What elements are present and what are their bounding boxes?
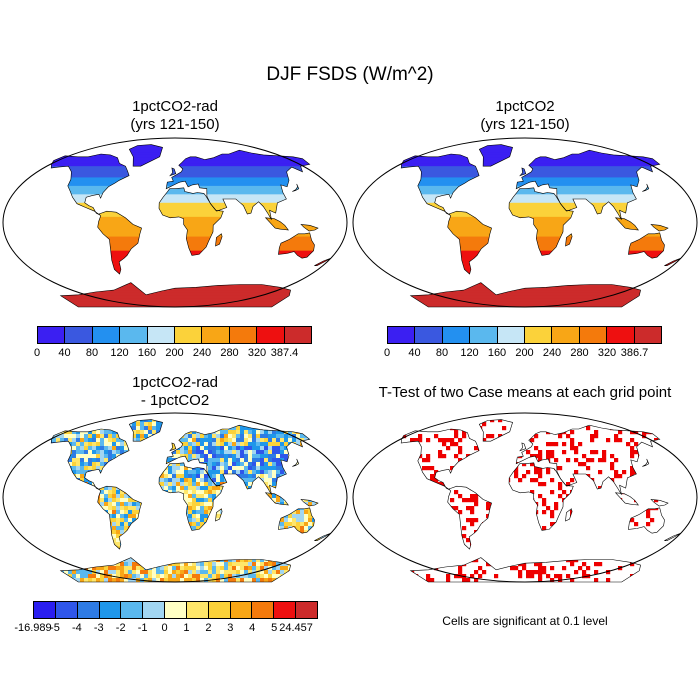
colorbar-swatch	[388, 327, 416, 343]
colorbar-swatch	[208, 602, 231, 618]
colorbar-swatch	[55, 602, 78, 618]
colorbar-tick-label: 0	[383, 347, 391, 359]
colorbar-swatch	[143, 602, 166, 618]
colorbar-tick-label: 320	[597, 347, 617, 359]
colorbar-swatch	[284, 327, 312, 343]
colorbar-tick-label: 24.457	[279, 622, 313, 634]
colorbar-tick-label: 4	[249, 622, 256, 634]
colorbar-tick-label: 386.7	[620, 347, 649, 359]
colorbar-tick-label: 240	[542, 347, 562, 359]
colorbar-swatch	[34, 602, 56, 618]
colorbar-tick-label: -16.989	[14, 622, 52, 634]
colorbar-bl	[33, 601, 318, 619]
colorbar-swatch	[552, 327, 580, 343]
colorbar-swatch	[229, 327, 258, 343]
colorbar-swatch	[121, 602, 144, 618]
colorbar-swatch	[274, 602, 297, 618]
colorbar-tick-label: 0	[161, 622, 168, 634]
colorbar-swatch	[252, 602, 275, 618]
panel-title-line1: T-Test of two Case means at each grid po…	[378, 384, 672, 401]
colorbar-tick-label: 240	[192, 347, 212, 359]
colorbar-labels-tr: 0 40 80 120 160 200 240 280 320 386.7	[383, 347, 662, 361]
colorbar-labels-bl: -16.989 -5 -4 -3 -2 -1 0 1 2 3 4 5 24.457	[14, 622, 318, 636]
colorbar-tick-label: 200	[165, 347, 184, 359]
colorbar-tick-label: 80	[85, 347, 99, 359]
colorbar-swatch	[65, 327, 93, 343]
colorbar-tick-label: 3	[227, 622, 234, 634]
colorbar-swatch	[497, 327, 526, 343]
colorbar-tick-label: -1	[137, 622, 148, 634]
colorbar-swatch	[257, 327, 285, 343]
coastlines	[400, 419, 682, 583]
map-boundary	[352, 412, 698, 583]
colorbar-tick-label: 2	[205, 622, 212, 634]
colorbar-swatch	[442, 327, 471, 343]
significance-note: Cells are significant at 0.1 level	[442, 614, 608, 628]
coastlines	[50, 144, 332, 308]
colorbar-tick-label: -3	[93, 622, 104, 634]
colorbar-swatch	[120, 327, 148, 343]
colorbar-swatch	[202, 327, 230, 343]
colorbar-swatch	[165, 602, 187, 618]
colorbar-tick-label: -2	[115, 622, 126, 634]
panel-title-line2: (yrs 121-150)	[130, 116, 220, 133]
colorbar-tick-label: 80	[435, 347, 449, 359]
colorbar-tick-label: 0	[33, 347, 41, 359]
colorbar-swatch	[470, 327, 498, 343]
colorbar-swatch	[38, 327, 66, 343]
panel-title-line1: 1pctCO2-rad	[132, 374, 218, 391]
colorbar-swatch	[296, 602, 317, 618]
map-difference	[2, 412, 348, 583]
panel-title-line1: 1pctCO2	[495, 98, 555, 115]
colorbar-swatch	[186, 602, 209, 618]
colorbar-tr	[387, 326, 662, 344]
colorbar-swatch	[92, 327, 121, 343]
colorbar-swatch	[579, 327, 608, 343]
colorbar-swatch	[415, 327, 443, 343]
colorbar-swatch	[634, 327, 662, 343]
map-1pctco2-abs	[352, 137, 698, 308]
map-boundary	[2, 137, 348, 308]
land-fill	[401, 419, 681, 582]
colorbar-swatch	[99, 602, 122, 618]
colorbar-tick-label: 160	[137, 347, 157, 359]
panel-title-bl: 1pctCO2-rad - 1pctCO2	[5, 374, 345, 410]
colorbar-tick-label: -4	[71, 622, 82, 634]
panel-title-tr: 1pctCO2 (yrs 121-150)	[355, 98, 695, 134]
colorbar-tick-label: 160	[487, 347, 507, 359]
panel-title-tl: 1pctCO2-rad (yrs 121-150)	[5, 98, 345, 134]
colorbar-tick-label: 120	[460, 347, 479, 359]
colorbar-tick-label: 1	[183, 622, 190, 634]
colorbar-swatch	[77, 602, 100, 618]
colorbar-tick-label: 387.4	[270, 347, 299, 359]
panel-title-line2: - 1pctCO2	[140, 392, 210, 409]
coastlines	[50, 419, 332, 583]
colorbar-labels-tl: 0 40 80 120 160 200 240 280 320 387.4	[33, 347, 312, 361]
colorbar-swatch	[230, 602, 253, 618]
panel-title-line1: 1pctCO2-rad	[132, 98, 218, 115]
colorbar-tick-label: 320	[247, 347, 267, 359]
figure-title: DJF FSDS (W/m^2)	[266, 64, 434, 85]
map-boundary	[2, 412, 348, 583]
map-boundary	[352, 137, 698, 308]
colorbar-swatch	[147, 327, 176, 343]
panel-title-line2: (yrs 121-150)	[480, 116, 570, 133]
colorbar-tick-label: 120	[110, 347, 129, 359]
colorbar-tick-label: 5	[271, 622, 278, 634]
map-significance	[352, 412, 698, 583]
panel-title-br: T-Test of two Case means at each grid po…	[352, 384, 698, 402]
colorbar-tick-label: 280	[570, 347, 589, 359]
colorbar-tl	[37, 326, 312, 344]
colorbar-swatch	[525, 327, 553, 343]
map-1pctco2-rad-abs	[2, 137, 348, 308]
colorbar-swatch	[175, 327, 203, 343]
colorbar-tick-label: 280	[220, 347, 239, 359]
colorbar-tick-label: 200	[515, 347, 534, 359]
colorbar-tick-label: 40	[408, 347, 421, 359]
coastlines	[400, 144, 682, 308]
colorbar-swatch	[607, 327, 635, 343]
colorbar-tick-label: -5	[50, 622, 60, 634]
colorbar-tick-label: 40	[58, 347, 71, 359]
